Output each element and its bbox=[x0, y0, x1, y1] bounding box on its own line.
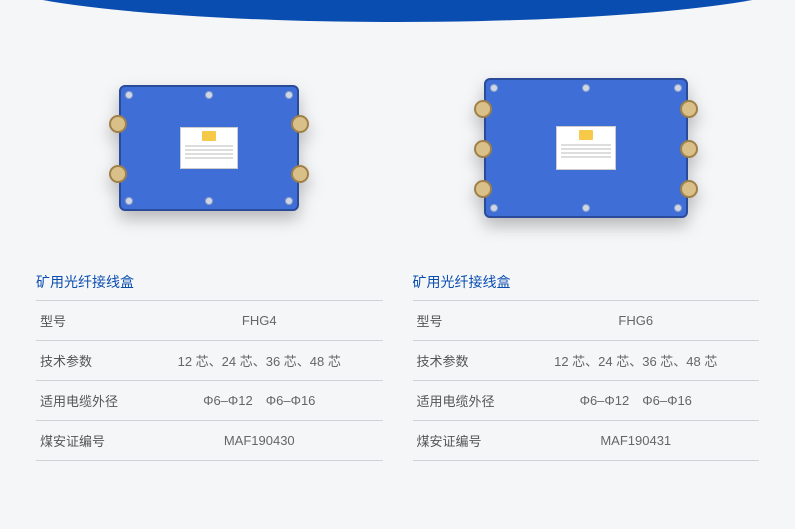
product-title: 矿用光纤接线盒 bbox=[413, 266, 760, 300]
spec-label: 适用电缆外径 bbox=[413, 381, 513, 421]
product-title: 矿用光纤接线盒 bbox=[36, 266, 383, 300]
spec-label: 型号 bbox=[36, 301, 136, 341]
spec-table: 型号 FHG4 技术参数 12 芯、24 芯、36 芯、48 芯 适用电缆外径 … bbox=[36, 300, 383, 461]
header-curve bbox=[0, 0, 795, 22]
junction-box-icon bbox=[119, 85, 299, 211]
spec-value: FHG6 bbox=[513, 301, 760, 341]
table-row: 型号 FHG4 bbox=[36, 301, 383, 341]
table-row: 技术参数 12 芯、24 芯、36 芯、48 芯 bbox=[36, 341, 383, 381]
spec-value: Φ6–Φ12 Φ6–Φ16 bbox=[513, 381, 760, 421]
spec-value: Φ6–Φ12 Φ6–Φ16 bbox=[136, 381, 383, 421]
table-row: 型号 FHG6 bbox=[413, 301, 760, 341]
spec-value: MAF190430 bbox=[136, 421, 383, 461]
spec-label: 技术参数 bbox=[413, 341, 513, 381]
spec-label: 适用电缆外径 bbox=[36, 381, 136, 421]
product-grid: 矿用光纤接线盒 型号 FHG4 技术参数 12 芯、24 芯、36 芯、48 芯… bbox=[0, 30, 795, 529]
spec-label: 煤安证编号 bbox=[36, 421, 136, 461]
spec-label: 技术参数 bbox=[36, 341, 136, 381]
table-row: 技术参数 12 芯、24 芯、36 芯、48 芯 bbox=[413, 341, 760, 381]
spec-value: FHG4 bbox=[136, 301, 383, 341]
spec-value: MAF190431 bbox=[513, 421, 760, 461]
product-card-2: 矿用光纤接线盒 型号 FHG6 技术参数 12 芯、24 芯、36 芯、48 芯… bbox=[413, 30, 760, 469]
junction-box-icon bbox=[484, 78, 688, 218]
product-image-2 bbox=[413, 30, 760, 266]
spec-value: 12 芯、24 芯、36 芯、48 芯 bbox=[513, 341, 760, 381]
product-card-1: 矿用光纤接线盒 型号 FHG4 技术参数 12 芯、24 芯、36 芯、48 芯… bbox=[36, 30, 383, 469]
table-row: 适用电缆外径 Φ6–Φ12 Φ6–Φ16 bbox=[36, 381, 383, 421]
table-row: 煤安证编号 MAF190431 bbox=[413, 421, 760, 461]
product-image-1 bbox=[36, 30, 383, 266]
table-row: 适用电缆外径 Φ6–Φ12 Φ6–Φ16 bbox=[413, 381, 760, 421]
spec-label: 煤安证编号 bbox=[413, 421, 513, 461]
spec-table: 型号 FHG6 技术参数 12 芯、24 芯、36 芯、48 芯 适用电缆外径 … bbox=[413, 300, 760, 461]
spec-label: 型号 bbox=[413, 301, 513, 341]
table-row: 煤安证编号 MAF190430 bbox=[36, 421, 383, 461]
spec-value: 12 芯、24 芯、36 芯、48 芯 bbox=[136, 341, 383, 381]
